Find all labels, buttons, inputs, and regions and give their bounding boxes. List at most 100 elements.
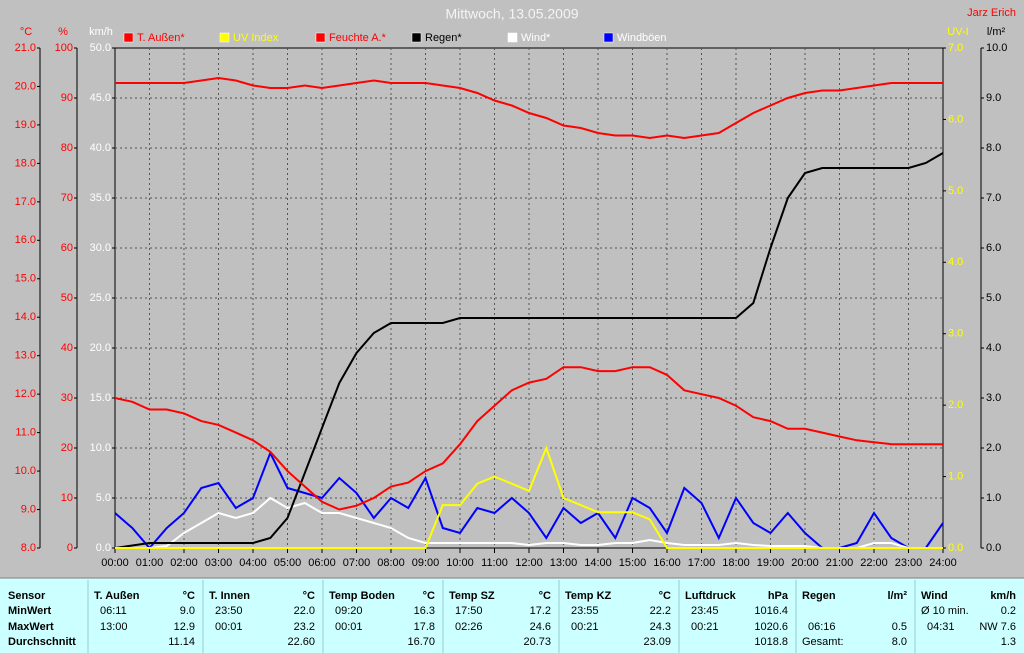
cell-time: 23:50 (215, 605, 243, 617)
cell-value: 17.8 (414, 621, 435, 633)
series-line (115, 76, 943, 140)
x-tick-label: 00:00 (101, 557, 129, 569)
x-tick-label: 10:00 (446, 557, 474, 569)
x-tick-label: 22:00 (860, 557, 888, 569)
cell-value: 11.14 (168, 636, 195, 648)
y-tick-label: 0.0 (948, 542, 963, 554)
x-tick-label: 19:00 (757, 557, 785, 569)
y-tick-label: 15.0 (90, 392, 111, 404)
y-tick-label: 45.0 (90, 92, 111, 104)
column-header: Temp Boden (329, 590, 395, 602)
y-tick-label: 9.0 (986, 92, 1001, 104)
column-unit: °C (539, 590, 551, 602)
y-axis-title: °C (20, 26, 32, 38)
y-tick-label: 7.0 (986, 192, 1001, 204)
y-tick-label: 0.0 (986, 542, 1001, 554)
legend-swatch (123, 32, 134, 43)
column-header: T. Außen (94, 590, 140, 602)
cell-value: 22.60 (287, 636, 315, 648)
column-unit: l/m² (887, 590, 907, 602)
column-unit: °C (303, 590, 315, 602)
x-tick-label: 16:00 (653, 557, 681, 569)
y-tick-label: 4.0 (986, 342, 1001, 354)
x-tick-label: 11:00 (481, 557, 508, 569)
cell-label: Ø 10 min. (921, 605, 969, 617)
x-tick-label: 20:00 (791, 557, 819, 569)
y-tick-label: 2.0 (948, 399, 963, 411)
y-tick-label: 12.0 (15, 388, 36, 400)
y-tick-label: 1.0 (948, 470, 963, 482)
cell-value: 1016.4 (754, 605, 788, 617)
x-tick-label: 04:00 (239, 557, 267, 569)
cell-time: 09:20 (335, 605, 363, 617)
x-tick-label: 13:00 (550, 557, 578, 569)
series-line (115, 496, 943, 549)
cell-value: 17.2 (530, 605, 551, 617)
legend-swatch (411, 32, 422, 43)
row-label: MinWert (8, 605, 52, 617)
cell-value: 24.3 (650, 621, 671, 633)
y-tick-label: 17.0 (15, 196, 36, 208)
y-tick-label: 5.0 (96, 492, 111, 504)
y-axis-title: km/h (89, 26, 113, 38)
y-tick-label: 8.0 (21, 542, 36, 554)
y-tick-label: 14.0 (15, 311, 36, 323)
legend-label: Wind* (521, 32, 551, 44)
chart-title: Mittwoch, 13.05.2009 (445, 6, 578, 22)
cell-time: 02:26 (455, 621, 483, 633)
y-tick-label: 5.0 (948, 185, 963, 197)
y-tick-label: 35.0 (90, 192, 111, 204)
legend-swatch (219, 32, 230, 43)
y-tick-label: 3.0 (986, 392, 1001, 404)
x-tick-label: 23:00 (895, 557, 923, 569)
y-tick-label: 10.0 (986, 42, 1007, 54)
column-unit: °C (659, 590, 671, 602)
y-tick-label: 6.0 (986, 242, 1001, 254)
x-tick-label: 12:00 (515, 557, 543, 569)
y-tick-label: 7.0 (948, 42, 963, 54)
column-unit: km/h (990, 590, 1016, 602)
legend-swatch (315, 32, 326, 43)
y-tick-label: 3.0 (948, 328, 963, 340)
cell-value: 23.2 (294, 621, 315, 633)
y-tick-label: 10 (61, 492, 73, 504)
y-tick-label: 21.0 (15, 42, 36, 54)
legend-label: T. Außen* (137, 32, 185, 44)
x-tick-label: 24:00 (929, 557, 957, 569)
y-tick-label: 30.0 (90, 242, 111, 254)
cell-value: 22.2 (650, 605, 671, 617)
column-unit: hPa (768, 590, 789, 602)
column-header: Regen (802, 590, 836, 602)
y-tick-label: 9.0 (21, 503, 36, 515)
y-tick-label: 40.0 (90, 142, 111, 154)
x-tick-label: 14:00 (584, 557, 612, 569)
x-tick-label: 17:00 (688, 557, 716, 569)
cell-time: 23:45 (691, 605, 719, 617)
y-tick-label: 50 (61, 292, 73, 304)
cell-value: NW 7.6 (979, 621, 1016, 633)
table-background (0, 578, 1024, 653)
column-header: Luftdruck (685, 590, 737, 602)
cell-value: 0.5 (892, 621, 907, 633)
y-tick-label: 90 (61, 92, 73, 104)
column-header: Wind (921, 590, 948, 602)
y-tick-label: 10.0 (15, 465, 36, 477)
cell-time: 00:21 (571, 621, 599, 633)
legend-label: Windböen (617, 32, 667, 44)
cell-value: 22.0 (294, 605, 315, 617)
y-tick-label: 0.0 (96, 542, 111, 554)
series-line (114, 152, 944, 549)
cell-value: 16.3 (414, 605, 435, 617)
series-line (114, 366, 943, 511)
y-tick-label: 20.0 (90, 342, 111, 354)
series-line (114, 450, 944, 550)
column-header: Temp SZ (449, 590, 495, 602)
cell-label: Gesamt: (802, 636, 844, 648)
column-unit: °C (423, 590, 435, 602)
legend-label: Regen* (425, 32, 462, 44)
row-label: MaxWert (8, 621, 54, 633)
y-tick-label: 1.0 (986, 492, 1001, 504)
author: Jarz Erich (967, 7, 1016, 19)
cell-time: 04:31 (927, 621, 955, 633)
